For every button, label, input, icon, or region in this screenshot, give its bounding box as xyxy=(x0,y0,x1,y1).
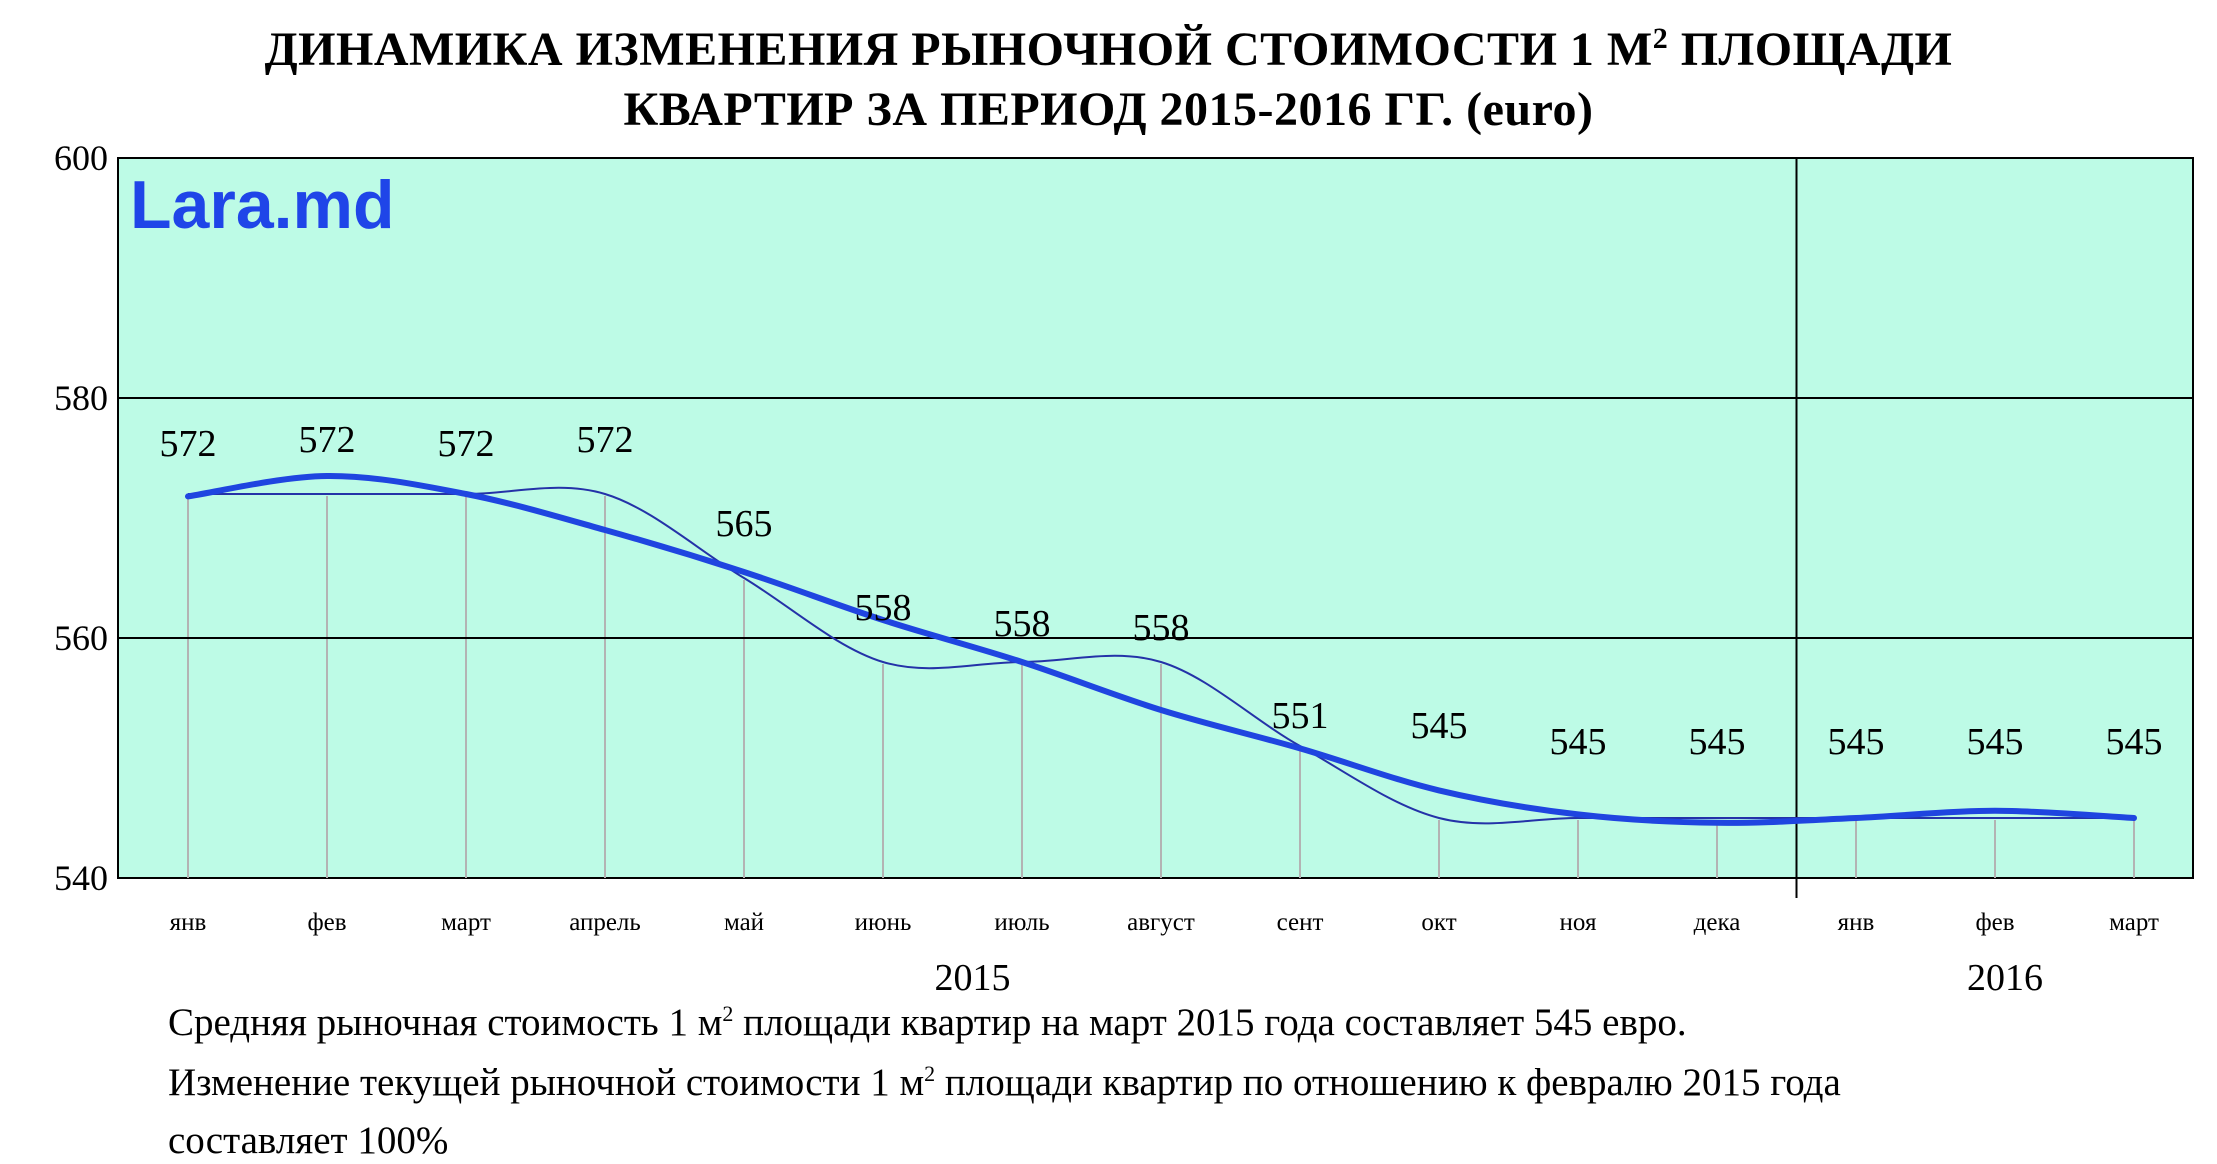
data-label: 558 xyxy=(994,603,1051,645)
tick-labels: 540 560 580 600 янв фев март апрель май июнь июль а… xyxy=(54,138,2159,999)
x-tick-label: янв xyxy=(1838,909,1875,936)
caption-line1-sup: 2 xyxy=(722,1001,734,1026)
chart-title-line1: ДИНАМИКА ИЗМЕНЕНИЯ РЫНОЧНОЙ СТОИМОСТИ 1 … xyxy=(0,22,2217,77)
plot-area xyxy=(117,157,2194,879)
chart-title-main: ДИНАМИКА ИЗМЕНЕНИЯ РЫНОЧНОЙ СТОИМОСТИ 1 … xyxy=(264,23,1653,76)
caption-line1: Средняя рыночная стоимость 1 м2 площади … xyxy=(168,1000,1687,1045)
series-lines xyxy=(185,472,2137,826)
x-tick-label: август xyxy=(1127,909,1195,936)
caption-line2-a: Изменение текущей рыночной стоимости 1 м xyxy=(168,1061,925,1104)
x-tick-label: янв xyxy=(170,909,207,936)
x-tick-label: июль xyxy=(994,909,1049,936)
data-label: 572 xyxy=(438,423,495,465)
chart-svg: 540 560 580 600 янв фев март апрель май июнь июль а… xyxy=(54,138,2194,999)
y-tick-label: 540 xyxy=(54,858,108,898)
x-tick-label: сент xyxy=(1277,909,1324,936)
y-tick-label: 600 xyxy=(54,138,108,178)
x-tick-label: май xyxy=(724,909,764,936)
y-tick-label: 580 xyxy=(54,378,108,418)
data-label: 558 xyxy=(855,587,912,629)
data-label: 545 xyxy=(1411,705,1468,747)
watermark-logo: Lara.md xyxy=(130,167,395,243)
caption-line2: Изменение текущей рыночной стоимости 1 м… xyxy=(168,1060,1841,1105)
year-label: 2015 xyxy=(935,957,1011,999)
x-tick-label: март xyxy=(441,909,491,936)
x-tick-label: апрель xyxy=(569,909,641,936)
chart-title-tail: ПЛОЩАДИ xyxy=(1668,23,1953,76)
data-label: 545 xyxy=(1967,721,2024,763)
data-label: 545 xyxy=(1689,721,1746,763)
data-label: 551 xyxy=(1272,695,1329,737)
data-label: 572 xyxy=(299,419,356,461)
x-tick-label: ноя xyxy=(1560,909,1597,936)
trend-line xyxy=(185,472,2137,826)
y-tick-label: 560 xyxy=(54,618,108,658)
x-tick-label: март xyxy=(2109,909,2159,936)
chart-title-line2: КВАРТИР ЗА ПЕРИОД 2015-2016 ГГ. (euro) xyxy=(623,83,1594,136)
x-tick-label: фев xyxy=(1975,909,2014,936)
data-label: 545 xyxy=(2106,721,2163,763)
x-tick-label: фев xyxy=(307,909,346,936)
data-label: 572 xyxy=(160,423,217,465)
caption-line1-b: площади квартир на март 2015 года состав… xyxy=(733,1001,1687,1044)
x-tick-label: окт xyxy=(1421,909,1456,936)
chart-title-superscript: 2 xyxy=(1652,22,1669,55)
data-label: 558 xyxy=(1133,607,1190,649)
data-label: 545 xyxy=(1550,721,1607,763)
data-label: 545 xyxy=(1828,721,1885,763)
caption-line2-sup: 2 xyxy=(924,1061,936,1086)
data-labels: 572 572 572 572 565 558 558 558 551 545 545 545 545 5… xyxy=(160,419,2163,763)
data-label: 572 xyxy=(577,419,634,461)
drop-lines xyxy=(187,496,2135,878)
caption-line1-a: Средняя рыночная стоимость 1 м xyxy=(168,1001,723,1044)
grid-lines xyxy=(118,158,2193,898)
year-label: 2016 xyxy=(1967,957,2043,999)
caption-line2-b: площади квартир по отношению к февралю 2… xyxy=(935,1061,1841,1104)
data-label: 565 xyxy=(716,503,773,545)
caption-line3: составляет 100% xyxy=(168,1119,449,1162)
x-tick-label: дека xyxy=(1694,909,1741,936)
x-tick-label: июнь xyxy=(855,909,912,936)
